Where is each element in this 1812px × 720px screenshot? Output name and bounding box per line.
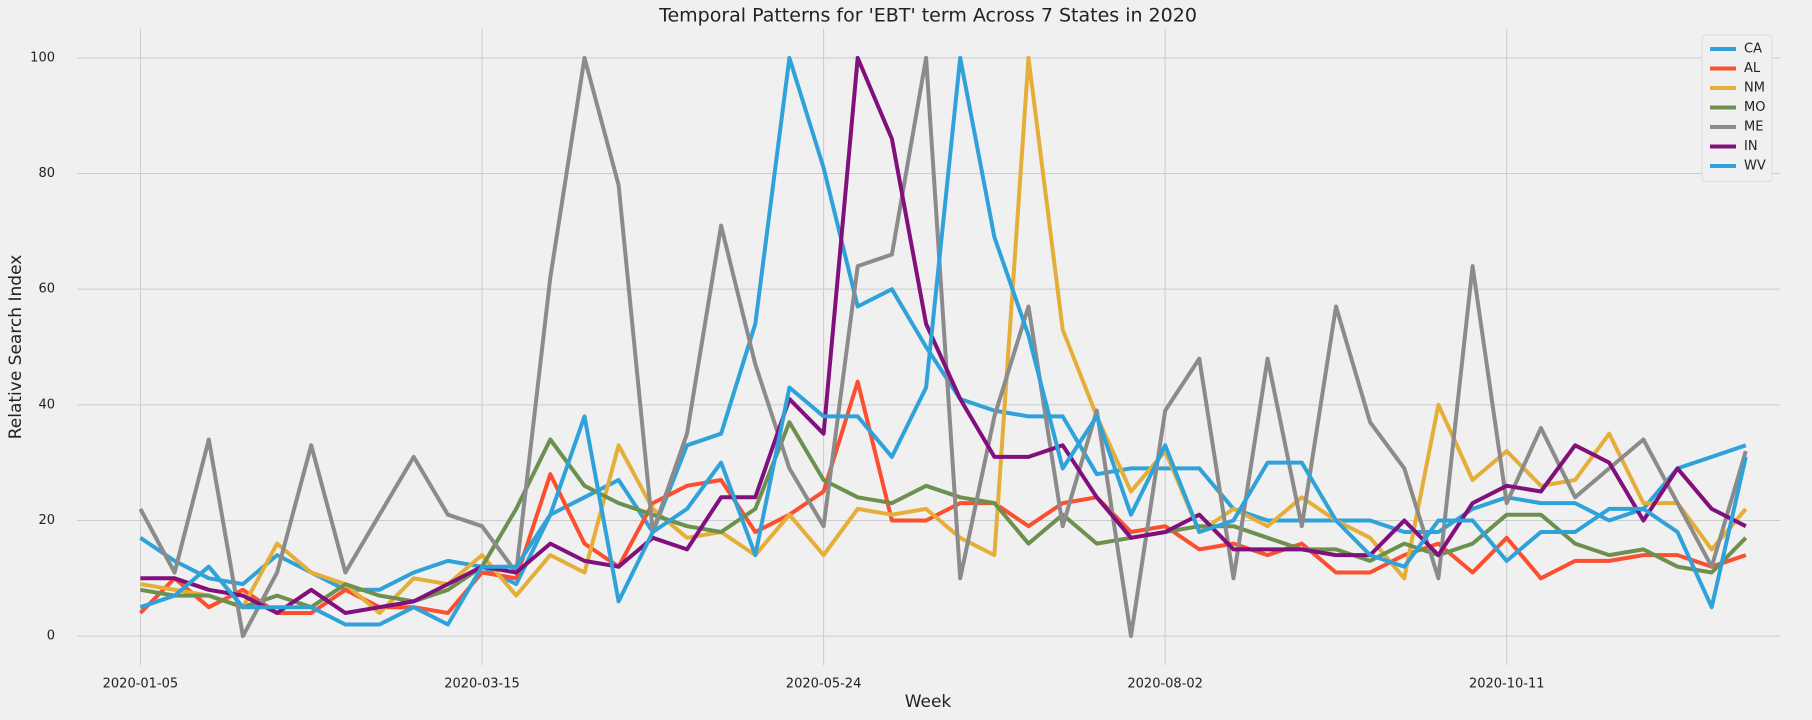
x-tick-label: 2020-05-24 [786, 677, 862, 692]
x-tick-label: 2020-03-15 [444, 677, 520, 692]
x-axis-label: Week [905, 692, 952, 712]
line [138, 55, 1748, 639]
legend-label: ME [1744, 120, 1763, 135]
line [140, 55, 1748, 615]
y-axis-label: Relative Search Index [6, 255, 26, 440]
y-tick-label: 0 [47, 629, 55, 644]
legend-label: MO [1744, 100, 1765, 115]
chart-title: Temporal Patterns for 'EBT' term Across … [658, 5, 1197, 27]
x-tick-label: 2020-10-11 [1469, 677, 1545, 692]
legend-label: CA [1744, 42, 1762, 57]
legend-label: WV [1744, 159, 1766, 174]
y-tick-label: 40 [38, 397, 55, 412]
line [139, 55, 1748, 627]
legend: CA AL NM MO ME IN WV [1701, 34, 1773, 182]
line [140, 55, 1747, 615]
legend-label: AL [1744, 61, 1761, 76]
line [139, 55, 1747, 592]
legend-label: IN [1744, 139, 1758, 154]
y-tick-label: 100 [30, 50, 55, 65]
y-tick-label: 60 [38, 282, 55, 297]
y-tick-label: 20 [38, 513, 55, 528]
line [138, 379, 1747, 615]
y-tick-label: 80 [38, 166, 55, 181]
x-tick-label: 2020-08-02 [1127, 677, 1203, 692]
legend-label: NM [1744, 81, 1765, 96]
x-tick-label: 2020-01-05 [103, 677, 179, 692]
